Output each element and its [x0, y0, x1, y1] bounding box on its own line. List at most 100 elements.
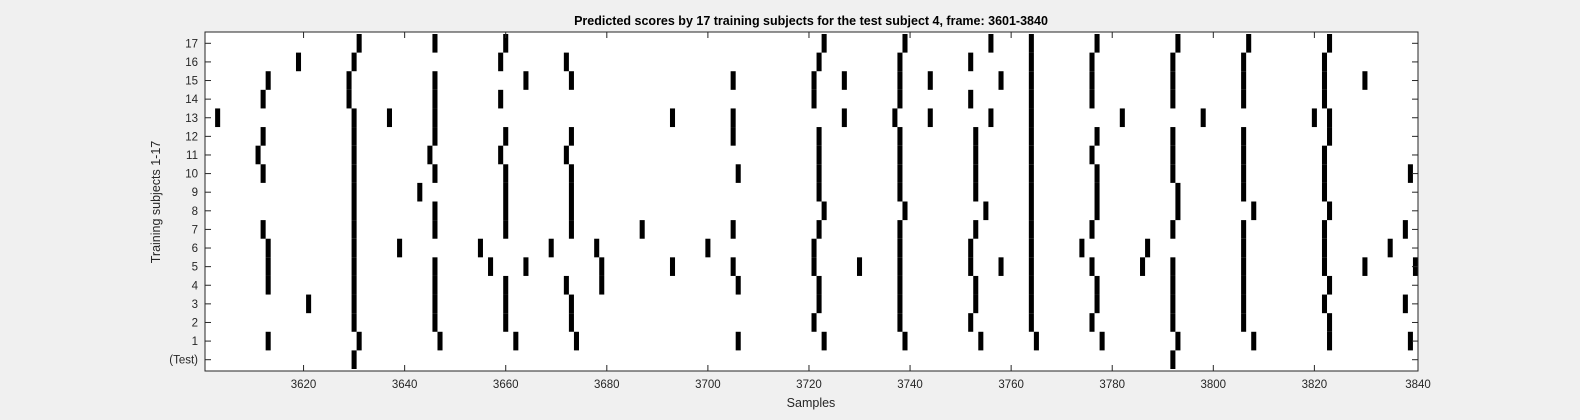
- mark-row-7-0: [260, 220, 266, 239]
- mark-row-9-8: [1094, 182, 1100, 202]
- mark-row-13-8: [927, 108, 933, 128]
- mark-row-12-7: [897, 127, 903, 146]
- mark-row-11-7: [973, 145, 979, 165]
- mark-row-12-10: [1094, 127, 1100, 146]
- mark-row-7-9: [973, 220, 979, 239]
- mark-row-7-1: [351, 220, 357, 239]
- mark-row-9-6: [973, 182, 979, 202]
- mark-row-5-11: [968, 257, 974, 276]
- x-tick-label-3640: 3640: [392, 379, 418, 391]
- x-tick-label-3800: 3800: [1201, 379, 1227, 391]
- x-tick-label-3760: 3760: [998, 379, 1024, 391]
- mark-row-12-2: [432, 127, 438, 146]
- mark-row-1-12: [1251, 331, 1257, 351]
- mark-row-11-9: [1089, 145, 1095, 165]
- mark-row-14-6: [968, 89, 974, 109]
- mark-row-2-5: [897, 313, 903, 332]
- mark-row-14-4: [811, 89, 817, 109]
- mark-row-10-13: [1321, 164, 1328, 183]
- mark-row-2-8: [1089, 313, 1095, 332]
- mark-row-7-11: [1089, 220, 1095, 239]
- mark-row-1-0: [265, 331, 271, 351]
- mark-row-15-1: [346, 71, 352, 90]
- mark-row-10-0: [260, 164, 266, 183]
- mark-row-1-5: [735, 331, 741, 351]
- mark-row-6-13: [1241, 238, 1247, 258]
- y-tick-label-7: 10: [185, 169, 198, 181]
- mark-row-7-5: [639, 220, 645, 239]
- x-axis-label: Samples: [787, 396, 836, 410]
- mark-row-13-2: [386, 108, 392, 128]
- mark-row-6-0: [265, 238, 271, 258]
- y-tick-label-4: 13: [185, 113, 198, 125]
- mark-row-17-5: [988, 34, 994, 53]
- mark-row-16-6: [968, 52, 974, 72]
- mark-row-11-4: [563, 145, 569, 165]
- mark-row-13-0: [215, 108, 221, 128]
- mark-row-4-3: [503, 275, 509, 295]
- mark-row-5-1: [351, 257, 357, 276]
- mark-row-3-10: [1170, 294, 1176, 314]
- mark-row-5-5: [599, 257, 605, 276]
- mark-row-4-14: [1327, 275, 1333, 295]
- mark-row-14-0: [260, 89, 266, 109]
- y-tick-label-17: (Test): [169, 355, 198, 367]
- mark-row-11-1: [351, 145, 357, 165]
- mark-row-13-7: [892, 108, 898, 128]
- mark-row-4-10: [1028, 275, 1034, 295]
- mark-row-12-6: [816, 127, 822, 146]
- mark-row-1-10: [1099, 331, 1105, 351]
- mark-row-7-2: [432, 220, 438, 239]
- mark-row-14-11: [1321, 89, 1328, 109]
- mark-row-15-11: [1028, 71, 1034, 90]
- chart-marks: [215, 34, 1418, 369]
- mark-row-15-5: [730, 71, 736, 90]
- mark-row-8-9: [1175, 201, 1181, 221]
- mark-row-5-12: [998, 257, 1004, 276]
- mark-row-10-6: [816, 164, 822, 183]
- mark-row-13-6: [841, 108, 847, 128]
- mark-row-6-12: [1145, 238, 1151, 258]
- mark-row-16-8: [1089, 52, 1095, 72]
- mark-row-5-13: [1028, 257, 1034, 276]
- mark-row-4-6: [735, 275, 741, 295]
- mark-row-1-1: [356, 331, 362, 351]
- mark-row-4-9: [973, 275, 979, 295]
- mark-row-5-16: [1170, 257, 1176, 276]
- mark-row-8-7: [1028, 201, 1034, 221]
- mark-row-5-15: [1140, 257, 1146, 276]
- mark-row-1-14: [1407, 331, 1413, 351]
- mark-row-7-12: [1170, 220, 1176, 239]
- mark-row-2-3: [568, 313, 574, 332]
- mark-row-12-12: [1241, 127, 1247, 146]
- mark-row-3-13: [1402, 294, 1408, 314]
- chart-title: Predicted scores by 17 training subjects…: [574, 14, 1048, 28]
- y-tick-label-9: 8: [192, 206, 198, 218]
- mark-row-17-1: [432, 34, 438, 53]
- mark-row-17-6: [1028, 34, 1034, 53]
- mark-row-13-11: [1119, 108, 1125, 128]
- mark-row-5-17: [1241, 257, 1247, 276]
- mark-row-5-3: [488, 257, 494, 276]
- mark-row-1-2: [437, 331, 443, 351]
- mark-row-5-0: [265, 257, 271, 276]
- mark-row-14-8: [1089, 89, 1095, 109]
- mark-row-15-4: [568, 71, 574, 90]
- mark-row-1-6: [821, 331, 827, 351]
- mark-row-15-14: [1241, 71, 1247, 90]
- mark-row-9-3: [568, 182, 574, 202]
- mark-row-16-7: [1028, 52, 1034, 72]
- x-tick-label-3780: 3780: [1099, 379, 1125, 391]
- mark-row-9-11: [1321, 182, 1328, 202]
- mark-row-8-4: [821, 201, 827, 221]
- mark-row-14-7: [1028, 89, 1034, 109]
- mark-row-8-2: [503, 201, 509, 221]
- mark-row-8-11: [1327, 201, 1333, 221]
- mark-row-4-7: [816, 275, 822, 295]
- mark-row-6-9: [968, 238, 974, 258]
- mark-row-11-6: [897, 145, 903, 165]
- mark-row-6-5: [594, 238, 600, 258]
- x-tick-label-3820: 3820: [1302, 379, 1328, 391]
- mark-row-2-7: [1028, 313, 1034, 332]
